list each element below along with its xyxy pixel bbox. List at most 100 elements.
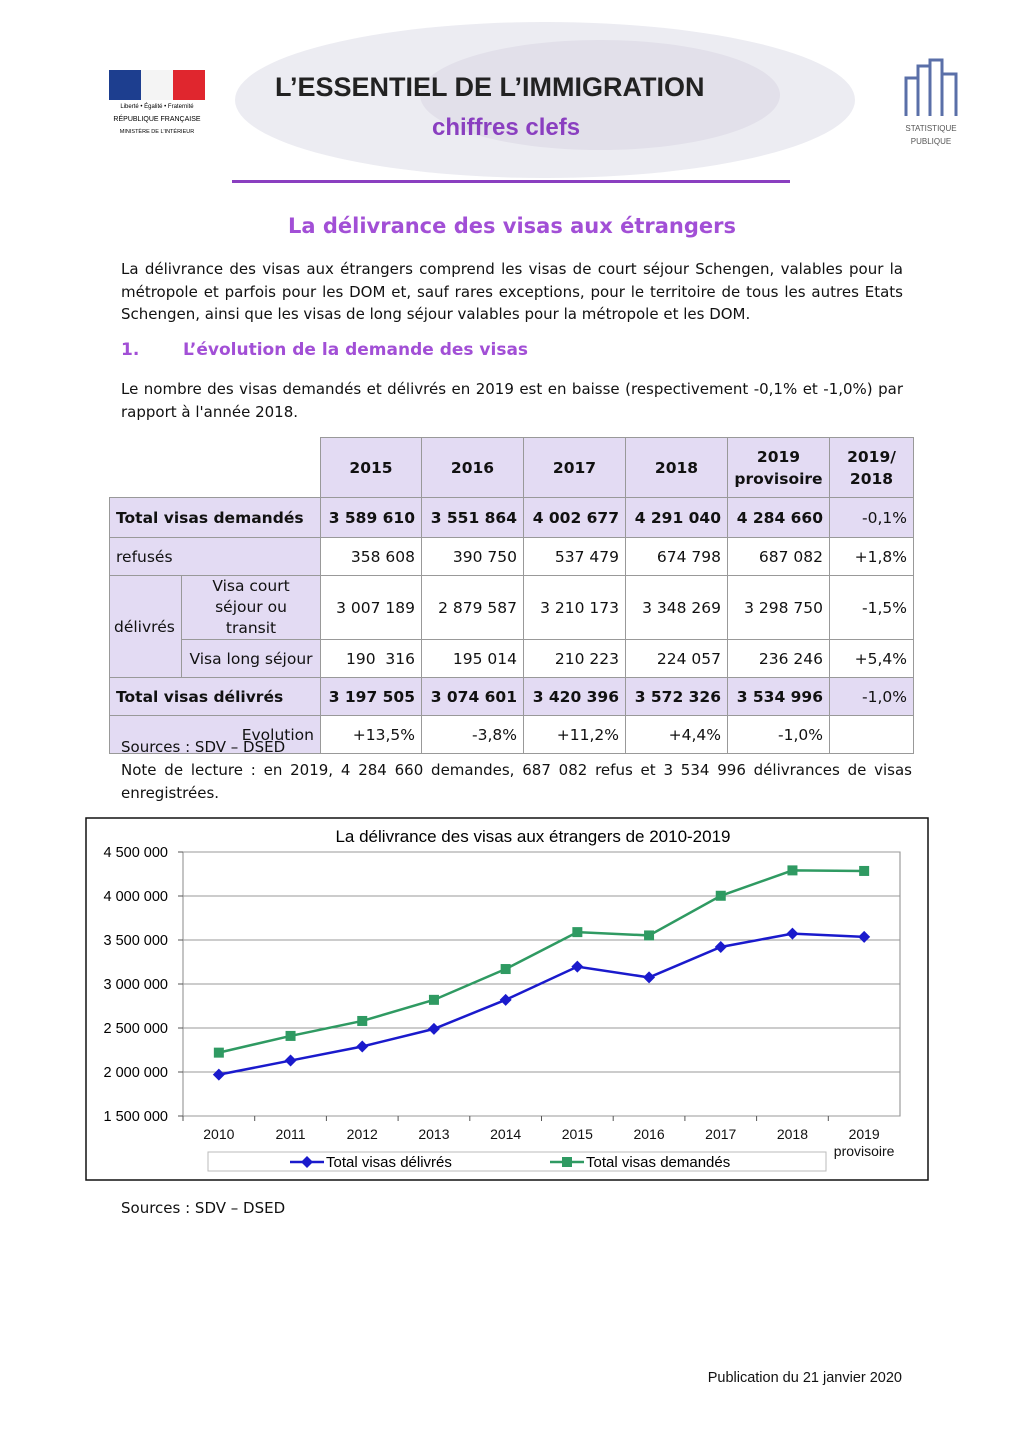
series-line [218, 932, 865, 1076]
x-tick-label: 2013 [418, 1126, 450, 1142]
statistique-logo [904, 58, 958, 116]
cell: +4,4% [625, 715, 728, 754]
cell: 3 348 269 [625, 575, 728, 640]
cell: 3 197 505 [320, 677, 422, 716]
cell: +11,2% [523, 715, 626, 754]
header-cell: 2019/ 2018 [829, 437, 914, 498]
header-graphics: Liberté • Égalité • Fraternité RÉPUBLIQU… [109, 22, 958, 183]
data-point [786, 927, 799, 940]
header-cell: 2016 [421, 437, 524, 498]
empty-cell [109, 437, 321, 498]
data-point [787, 865, 798, 876]
cell: 390 750 [421, 537, 524, 576]
data-point [499, 993, 512, 1006]
x-tick-label: 2011 [275, 1126, 306, 1142]
row-label: Total visas délivrés [109, 677, 321, 716]
cell: 3 007 189 [320, 575, 422, 640]
data-point [357, 1015, 368, 1026]
chart-title: La délivrance des visas aux étrangers de… [335, 827, 730, 846]
chart-sources: Sources : SDV – DSED [121, 1199, 286, 1217]
table-row: Total visas demandés 3 589 610 3 551 864… [109, 497, 914, 538]
paragraph: Le nombre des visas demandés et délivrés… [121, 380, 903, 421]
y-tick-label: 2 500 000 [103, 1021, 168, 1037]
legend-box [207, 1151, 827, 1172]
row-label: Evolution [109, 715, 321, 754]
cell: +1,8% [829, 537, 914, 576]
table-header-row: 2015 2016 2017 2018 2019 provisoire 2019… [109, 437, 914, 498]
table-row: Evolution +13,5% -3,8% +11,2% +4,4% -1,0… [109, 715, 914, 754]
header-cell: 2019 provisoire [727, 437, 830, 498]
cell: 358 608 [320, 537, 422, 576]
header-cell: 2018 [625, 437, 728, 498]
cell: 195 014 [421, 639, 524, 678]
page-title: La délivrance des visas aux étrangers [287, 214, 737, 238]
flag-white [141, 70, 173, 100]
row-label: refusés [109, 537, 321, 576]
data-point [643, 971, 656, 984]
x-tick-label: 2018 [776, 1126, 809, 1142]
x-tick-label: 2015 [561, 1126, 593, 1142]
data-point [572, 927, 583, 938]
x-tick-label: 2016 [633, 1126, 665, 1142]
data-point [212, 1068, 225, 1081]
cell: -0,1% [829, 497, 914, 538]
row-label: Visa court séjour ou transit [181, 575, 321, 640]
section-heading: L’évolution de la demande des visas [183, 340, 529, 360]
table-row: refusés 358 608 390 750 537 479 674 798 … [109, 537, 914, 576]
header-cell: 2017 [523, 437, 626, 498]
cell: 4 284 660 [727, 497, 830, 538]
cell: 674 798 [625, 537, 728, 576]
header-rule [232, 180, 790, 183]
legend-marker [562, 1157, 572, 1167]
data-point [859, 865, 870, 876]
cell: -1,0% [829, 677, 914, 716]
y-tick-label: 4 500 000 [103, 845, 168, 861]
cell: -1,0% [727, 715, 830, 754]
intro: La délivrance des visas aux étrangers co… [121, 260, 903, 323]
data-point [285, 1030, 296, 1041]
data-point [428, 994, 439, 1005]
y-tick-label: 4 000 000 [103, 889, 168, 905]
cell: 4 291 040 [625, 497, 728, 538]
x-tick-label: 2017 [705, 1126, 737, 1142]
header-subtitle: chiffres clefs [432, 114, 580, 141]
logo-text: Liberté • Égalité • Fraternité [120, 103, 194, 110]
data-point [500, 964, 511, 975]
flag-red [173, 70, 205, 100]
x-tick-label: 2014 [490, 1126, 522, 1142]
cell: 687 082 [727, 537, 830, 576]
cell: 236 246 [727, 639, 830, 678]
data-point [858, 930, 871, 943]
series-line [218, 869, 865, 1054]
table-row: Visa long séjour 190 316 195 014 210 223… [110, 639, 914, 678]
sources: Sources : SDV – DSED [121, 738, 286, 756]
row-label: Total visas demandés [109, 497, 321, 538]
visa-table: 2015 2016 2017 2018 2019 provisoire 2019… [109, 437, 914, 754]
section-number: 1. [121, 340, 140, 360]
data-point [571, 960, 584, 973]
cell: 190 316 [320, 639, 422, 678]
data-point [714, 941, 727, 954]
flag-blue [109, 70, 141, 100]
logo-text: MINISTÈRE DE L'INTÉRIEUR [120, 128, 194, 135]
cell: 210 223 [523, 639, 626, 678]
logo-text: RÉPUBLIQUE FRANÇAISE [113, 114, 200, 123]
x-tick-label: 2012 [346, 1126, 378, 1142]
cell: 537 479 [523, 537, 626, 576]
legend-label: Total visas délivrés [326, 1154, 452, 1171]
cell: 2 879 587 [421, 575, 524, 640]
cell: 3 589 610 [320, 497, 422, 538]
y-tick-label: 1 500 000 [103, 1109, 168, 1125]
data-point [213, 1047, 224, 1058]
cell: 3 572 326 [625, 677, 728, 716]
data-point [427, 1022, 440, 1035]
cell: -1,5% [829, 575, 914, 640]
data-point [644, 930, 655, 941]
cell: 3 298 750 [727, 575, 830, 640]
cell: +5,4% [829, 639, 914, 678]
y-tick-label: 2 000 000 [103, 1065, 168, 1081]
x-tick-label: 2019 provisoire [833, 1126, 895, 1159]
cell: 3 074 601 [421, 677, 524, 716]
cell: 224 057 [625, 639, 728, 678]
